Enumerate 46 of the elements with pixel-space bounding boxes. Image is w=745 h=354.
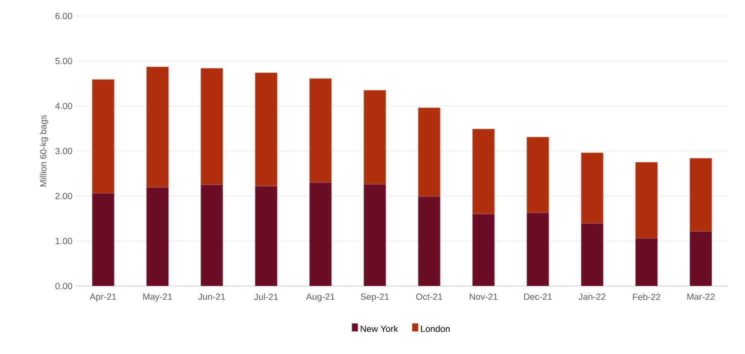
bar xyxy=(255,72,278,186)
bar xyxy=(92,193,114,286)
bar xyxy=(309,182,332,286)
y-tick-label: 0.00 xyxy=(55,282,72,290)
bar xyxy=(200,68,223,185)
bar xyxy=(526,136,549,213)
legend-label: London xyxy=(421,325,450,332)
y-tick-label: 6.00 xyxy=(55,12,72,20)
x-tick-label: Jan-22 xyxy=(578,294,606,300)
x-tick-label: Sep-21 xyxy=(360,294,389,302)
bar xyxy=(635,238,658,286)
bar xyxy=(92,79,114,194)
bar xyxy=(255,186,278,286)
bar xyxy=(309,78,332,183)
x-tick-label: Dec-21 xyxy=(524,294,552,300)
bar xyxy=(146,187,169,286)
bar xyxy=(146,66,169,188)
x-tick-label: Oct-21 xyxy=(416,294,442,300)
bar xyxy=(364,90,386,184)
bar xyxy=(526,212,549,286)
bar xyxy=(690,231,712,286)
bar xyxy=(364,184,386,286)
y-tick-label: 2.00 xyxy=(55,192,72,200)
y-tick-label: 5.00 xyxy=(55,58,72,64)
y-tick-label: 1.00 xyxy=(56,238,72,244)
bar xyxy=(690,158,712,232)
legend-label: New York xyxy=(360,325,398,332)
bar xyxy=(472,214,495,286)
x-tick-label: Feb-22 xyxy=(633,294,660,300)
x-tick-label: Mar-22 xyxy=(687,294,715,300)
bar xyxy=(418,196,440,286)
bar xyxy=(472,128,495,214)
x-tick-label: Jun-21 xyxy=(198,294,226,300)
bar xyxy=(581,223,604,286)
x-tick-label: Nov-21 xyxy=(470,294,498,300)
x-tick-label: Jul-21 xyxy=(254,294,278,300)
bar xyxy=(200,184,223,286)
bar xyxy=(418,108,440,197)
x-tick-label: Apr-21 xyxy=(90,294,116,302)
y-axis-title: Million 60-kg bags xyxy=(40,115,48,186)
bar xyxy=(581,152,604,224)
x-tick-label: May-21 xyxy=(143,294,172,302)
y-tick-label: 4.00 xyxy=(55,102,72,110)
x-tick-label: Aug-21 xyxy=(306,294,335,302)
y-tick-label: 3.00 xyxy=(55,148,72,154)
bar xyxy=(635,162,658,238)
